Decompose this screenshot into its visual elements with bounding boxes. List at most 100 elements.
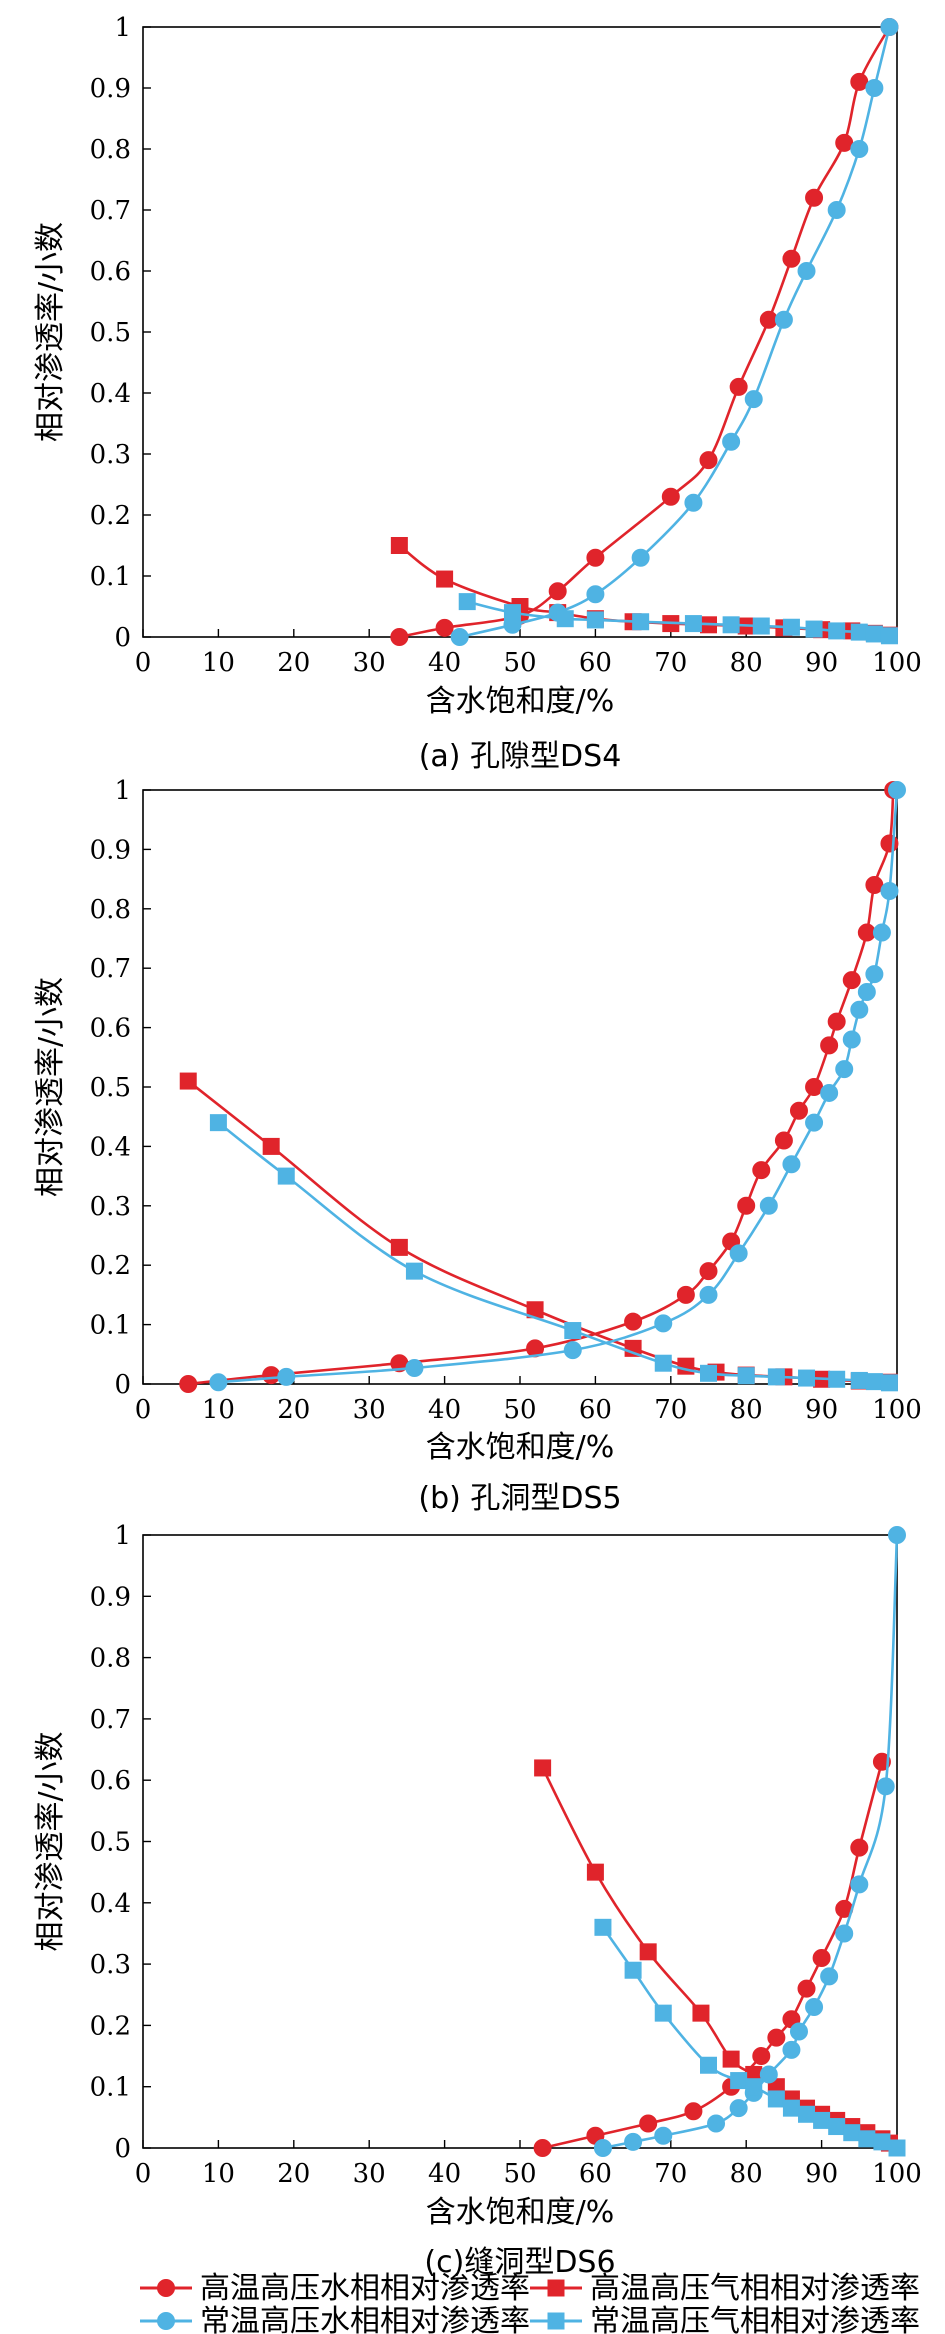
data-point-circle (835, 133, 854, 152)
x-axis-title: 含水饱和度/% (426, 1430, 615, 1465)
data-point-square (594, 1918, 612, 1936)
data-point-square (813, 2111, 831, 2129)
series-line (188, 789, 895, 1386)
data-point-square (850, 1371, 868, 1389)
data-point-circle (533, 2139, 552, 2157)
data-point-square (458, 593, 476, 611)
data-point-circle (888, 1526, 906, 1544)
legend-label: 常温高压水相相对渗透率 (200, 2304, 530, 2334)
data-point-circle (262, 1366, 281, 1385)
x-tick-label: 50 (503, 1395, 536, 1425)
chart-panel-1: 0 10 20 30 40 50 60 70 80 90 100 0 0.1 0.2 0.3 0.4 0.5 0.… (33, 13, 922, 774)
data-point-circle (548, 582, 567, 601)
data-point-circle (850, 140, 869, 158)
plot-frame (142, 1534, 898, 2149)
data-point-circle (797, 262, 816, 280)
data-point-circle (835, 1924, 854, 1943)
y-tick-label: 0.5 (90, 1073, 131, 1103)
plot-frame (142, 26, 898, 638)
data-point-square (752, 617, 770, 635)
data-point-square (782, 2099, 800, 2117)
x-tick-label: 70 (654, 648, 687, 678)
legend-item-hh-gas: 高温高压气相相对渗透率 (530, 2271, 920, 2306)
x-axis-title: 含水饱和度/% (426, 2195, 615, 2230)
x-tick-label: 10 (202, 648, 235, 678)
data-point-circle (782, 2040, 801, 2059)
data-point-circle (405, 1358, 424, 1377)
data-point-square (654, 1354, 672, 1372)
data-point-square (737, 1367, 755, 1385)
series-line (187, 1080, 890, 1384)
data-point-circle (752, 2047, 771, 2066)
legend-label: 高温高压气相相对渗透率 (590, 2271, 920, 2306)
data-point-circle (842, 971, 861, 990)
data-point-circle (797, 1979, 816, 1998)
data-point-circle (586, 585, 605, 604)
data-point-circle (586, 548, 605, 567)
data-point-square (677, 1357, 695, 1375)
x-tick-label: 40 (428, 1395, 461, 1425)
x-tick-label: 0 (135, 648, 152, 678)
data-point-circle (699, 1262, 718, 1281)
x-tick-label: 100 (872, 2159, 922, 2189)
data-point-circle (390, 628, 409, 646)
data-point-circle (654, 2126, 673, 2145)
x-tick-label: 0 (135, 2159, 152, 2189)
data-point-circle (729, 2099, 748, 2118)
x-tick-label: 60 (579, 1395, 612, 1425)
x-tick-label: 90 (805, 648, 838, 678)
y-tick-label: 0.9 (90, 74, 131, 104)
y-tick-label: 0.1 (90, 2073, 131, 2103)
data-point-circle (827, 1012, 846, 1031)
x-axis-title: 含水饱和度/% (426, 684, 615, 719)
data-point-square (700, 2056, 717, 2074)
data-point-circle (857, 923, 876, 942)
data-point-circle (842, 1030, 861, 1049)
data-point-square (858, 2130, 876, 2148)
data-point-circle (865, 876, 884, 895)
data-point-square (632, 613, 650, 631)
data-point-square (805, 620, 823, 638)
series-line (542, 1761, 884, 2150)
data-point-circle (789, 2022, 808, 2041)
data-point-circle (857, 982, 876, 1001)
data-point-square (873, 2133, 891, 2151)
data-point-square (639, 1943, 657, 1961)
data-point-circle (639, 2114, 658, 2133)
y-tick-label: 0.7 (90, 954, 131, 984)
data-point-square (880, 627, 898, 645)
data-point-square (586, 611, 604, 629)
series-line (218, 789, 899, 1384)
data-point-circle (179, 1375, 198, 1393)
data-point-circle (774, 1131, 793, 1150)
data-point-square (526, 1301, 544, 1319)
series-hh-gas (534, 1759, 898, 2152)
x-tick-label: 40 (428, 648, 461, 678)
y-tick-label: 1 (114, 13, 131, 43)
data-point-circle (624, 2132, 643, 2151)
data-point-circle (865, 79, 884, 97)
y-tick-label: 0.1 (90, 1311, 131, 1341)
x-tick-label: 100 (872, 1395, 922, 1425)
panel-caption: (a) 孔隙型DS4 (419, 739, 622, 774)
x-tick-label: 20 (277, 2159, 310, 2189)
x-tick-label: 90 (805, 2159, 838, 2189)
chart-panel-2: 0 10 20 30 40 50 60 70 80 90 100 0 0.1 0.2 0.3 0.4 0.5 0.… (33, 776, 922, 1516)
data-point-circle (835, 1060, 854, 1079)
y-tick-label: 0.3 (90, 1192, 131, 1222)
legend-circle-marker (157, 2279, 175, 2297)
y-tick-label: 0.8 (90, 135, 131, 165)
data-point-circle (699, 1285, 718, 1304)
data-point-circle (684, 2102, 703, 2121)
series-nh-water (450, 18, 899, 646)
legend-item-nh-water: 常温高压水相相对渗透率 (140, 2304, 530, 2334)
y-axis-title: 相对渗透率/小数 (33, 1731, 68, 1951)
data-point-square (503, 604, 521, 622)
legend-label: 常温高压气相相对渗透率 (590, 2304, 920, 2334)
y-tick-label: 0.6 (90, 257, 131, 287)
data-point-circle (277, 1367, 296, 1386)
data-point-square (767, 2090, 785, 2108)
x-tick-label: 20 (277, 1395, 310, 1425)
data-point-circle (789, 1101, 808, 1120)
